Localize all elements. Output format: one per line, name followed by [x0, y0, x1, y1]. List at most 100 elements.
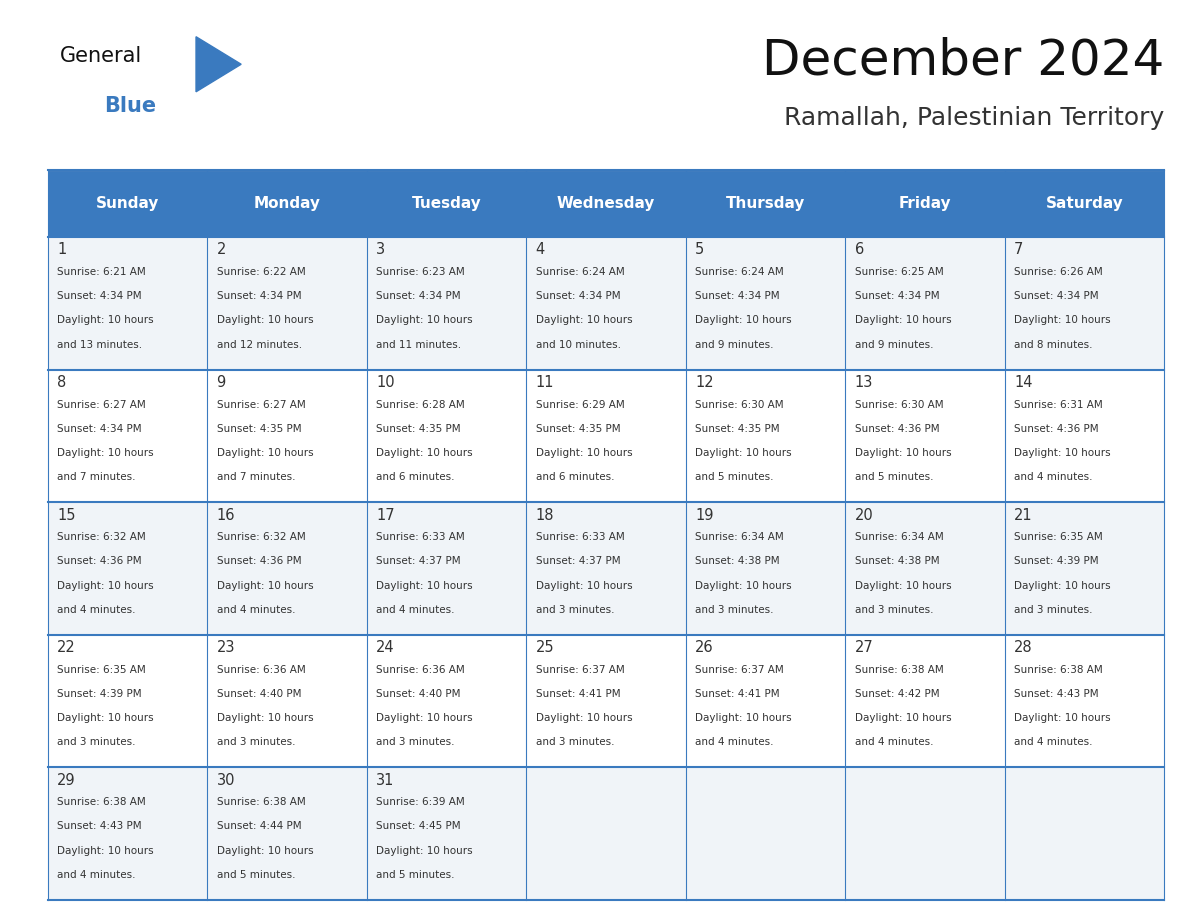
Text: Daylight: 10 hours: Daylight: 10 hours	[1015, 316, 1111, 326]
Bar	[207, 502, 367, 634]
Text: Daylight: 10 hours: Daylight: 10 hours	[1015, 448, 1111, 458]
Text: Sunrise: 6:21 AM: Sunrise: 6:21 AM	[57, 267, 146, 277]
Text: Daylight: 10 hours: Daylight: 10 hours	[216, 845, 314, 856]
Bar	[48, 502, 207, 634]
Bar	[526, 634, 685, 767]
Text: and 3 minutes.: and 3 minutes.	[377, 737, 455, 747]
Text: 22: 22	[57, 640, 76, 655]
Text: Sunrise: 6:34 AM: Sunrise: 6:34 AM	[695, 532, 784, 543]
Text: and 5 minutes.: and 5 minutes.	[216, 869, 295, 879]
Text: Sunset: 4:38 PM: Sunset: 4:38 PM	[854, 556, 940, 566]
Bar	[1005, 634, 1164, 767]
Text: Sunset: 4:40 PM: Sunset: 4:40 PM	[216, 689, 301, 699]
Text: 16: 16	[216, 508, 235, 522]
Text: Sunset: 4:45 PM: Sunset: 4:45 PM	[377, 822, 461, 832]
Text: Sunset: 4:41 PM: Sunset: 4:41 PM	[695, 689, 779, 699]
Text: Saturday: Saturday	[1045, 196, 1124, 211]
Text: and 5 minutes.: and 5 minutes.	[854, 472, 934, 482]
Bar	[48, 370, 207, 502]
Text: General: General	[59, 46, 141, 66]
Text: and 4 minutes.: and 4 minutes.	[1015, 472, 1093, 482]
Text: December 2024: December 2024	[762, 37, 1164, 84]
Text: Ramallah, Palestinian Territory: Ramallah, Palestinian Territory	[784, 106, 1164, 129]
Text: and 3 minutes.: and 3 minutes.	[216, 737, 295, 747]
Text: 25: 25	[536, 640, 555, 655]
Text: Sunset: 4:35 PM: Sunset: 4:35 PM	[536, 424, 620, 434]
Text: Sunset: 4:36 PM: Sunset: 4:36 PM	[1015, 424, 1099, 434]
Bar	[207, 767, 367, 900]
Polygon shape	[196, 37, 241, 92]
Bar	[48, 170, 1164, 237]
Text: Sunrise: 6:35 AM: Sunrise: 6:35 AM	[1015, 532, 1102, 543]
Text: and 3 minutes.: and 3 minutes.	[536, 737, 614, 747]
Text: Sunset: 4:34 PM: Sunset: 4:34 PM	[216, 291, 302, 301]
Text: Sunset: 4:40 PM: Sunset: 4:40 PM	[377, 689, 461, 699]
Text: Sunrise: 6:35 AM: Sunrise: 6:35 AM	[57, 665, 146, 675]
Text: Sunrise: 6:38 AM: Sunrise: 6:38 AM	[57, 798, 146, 808]
Text: Daylight: 10 hours: Daylight: 10 hours	[536, 316, 632, 326]
Text: 28: 28	[1015, 640, 1032, 655]
Text: Daylight: 10 hours: Daylight: 10 hours	[57, 448, 153, 458]
Text: Daylight: 10 hours: Daylight: 10 hours	[854, 713, 952, 723]
Text: Sunrise: 6:30 AM: Sunrise: 6:30 AM	[854, 400, 943, 409]
Text: Daylight: 10 hours: Daylight: 10 hours	[377, 316, 473, 326]
Text: Sunset: 4:35 PM: Sunset: 4:35 PM	[695, 424, 779, 434]
Text: Daylight: 10 hours: Daylight: 10 hours	[1015, 580, 1111, 590]
Text: Sunrise: 6:27 AM: Sunrise: 6:27 AM	[57, 400, 146, 409]
Bar	[48, 237, 207, 370]
Text: Daylight: 10 hours: Daylight: 10 hours	[216, 316, 314, 326]
Text: 11: 11	[536, 375, 554, 390]
Bar	[845, 767, 1005, 900]
Text: Blue: Blue	[105, 96, 157, 117]
Text: Sunrise: 6:38 AM: Sunrise: 6:38 AM	[854, 665, 943, 675]
Text: Daylight: 10 hours: Daylight: 10 hours	[377, 448, 473, 458]
Text: 21: 21	[1015, 508, 1032, 522]
Text: Daylight: 10 hours: Daylight: 10 hours	[695, 316, 791, 326]
Text: 19: 19	[695, 508, 714, 522]
Text: Daylight: 10 hours: Daylight: 10 hours	[695, 448, 791, 458]
Text: Daylight: 10 hours: Daylight: 10 hours	[854, 580, 952, 590]
Text: Friday: Friday	[898, 196, 952, 211]
Bar	[367, 237, 526, 370]
Text: Daylight: 10 hours: Daylight: 10 hours	[377, 845, 473, 856]
Text: Daylight: 10 hours: Daylight: 10 hours	[536, 713, 632, 723]
Bar	[1005, 237, 1164, 370]
Text: Sunset: 4:34 PM: Sunset: 4:34 PM	[57, 291, 141, 301]
Text: Daylight: 10 hours: Daylight: 10 hours	[57, 845, 153, 856]
Text: Sunrise: 6:24 AM: Sunrise: 6:24 AM	[536, 267, 625, 277]
Text: Sunset: 4:36 PM: Sunset: 4:36 PM	[216, 556, 302, 566]
Text: and 4 minutes.: and 4 minutes.	[1015, 737, 1093, 747]
Text: 3: 3	[377, 242, 385, 257]
Text: Sunset: 4:37 PM: Sunset: 4:37 PM	[377, 556, 461, 566]
Text: 27: 27	[854, 640, 873, 655]
Text: and 5 minutes.: and 5 minutes.	[695, 472, 773, 482]
Text: 14: 14	[1015, 375, 1032, 390]
Text: Monday: Monday	[253, 196, 321, 211]
Text: Sunset: 4:36 PM: Sunset: 4:36 PM	[854, 424, 940, 434]
Text: Daylight: 10 hours: Daylight: 10 hours	[854, 448, 952, 458]
Bar	[845, 237, 1005, 370]
Bar	[526, 370, 685, 502]
Text: Daylight: 10 hours: Daylight: 10 hours	[377, 713, 473, 723]
Bar	[1005, 370, 1164, 502]
Text: 1: 1	[57, 242, 67, 257]
Text: and 9 minutes.: and 9 minutes.	[854, 340, 934, 350]
Text: and 13 minutes.: and 13 minutes.	[57, 340, 143, 350]
Bar	[367, 502, 526, 634]
Text: Wednesday: Wednesday	[557, 196, 655, 211]
Text: and 8 minutes.: and 8 minutes.	[1015, 340, 1093, 350]
Bar	[207, 370, 367, 502]
Text: 12: 12	[695, 375, 714, 390]
Text: Daylight: 10 hours: Daylight: 10 hours	[1015, 713, 1111, 723]
Text: Sunrise: 6:32 AM: Sunrise: 6:32 AM	[216, 532, 305, 543]
Text: and 4 minutes.: and 4 minutes.	[695, 737, 773, 747]
Bar	[367, 767, 526, 900]
Text: Sunset: 4:34 PM: Sunset: 4:34 PM	[695, 291, 779, 301]
Bar	[207, 634, 367, 767]
Text: Sunday: Sunday	[95, 196, 159, 211]
Text: Sunrise: 6:23 AM: Sunrise: 6:23 AM	[377, 267, 465, 277]
Text: 9: 9	[216, 375, 226, 390]
Text: Sunrise: 6:37 AM: Sunrise: 6:37 AM	[536, 665, 625, 675]
Text: and 3 minutes.: and 3 minutes.	[854, 605, 934, 615]
Text: and 11 minutes.: and 11 minutes.	[377, 340, 461, 350]
